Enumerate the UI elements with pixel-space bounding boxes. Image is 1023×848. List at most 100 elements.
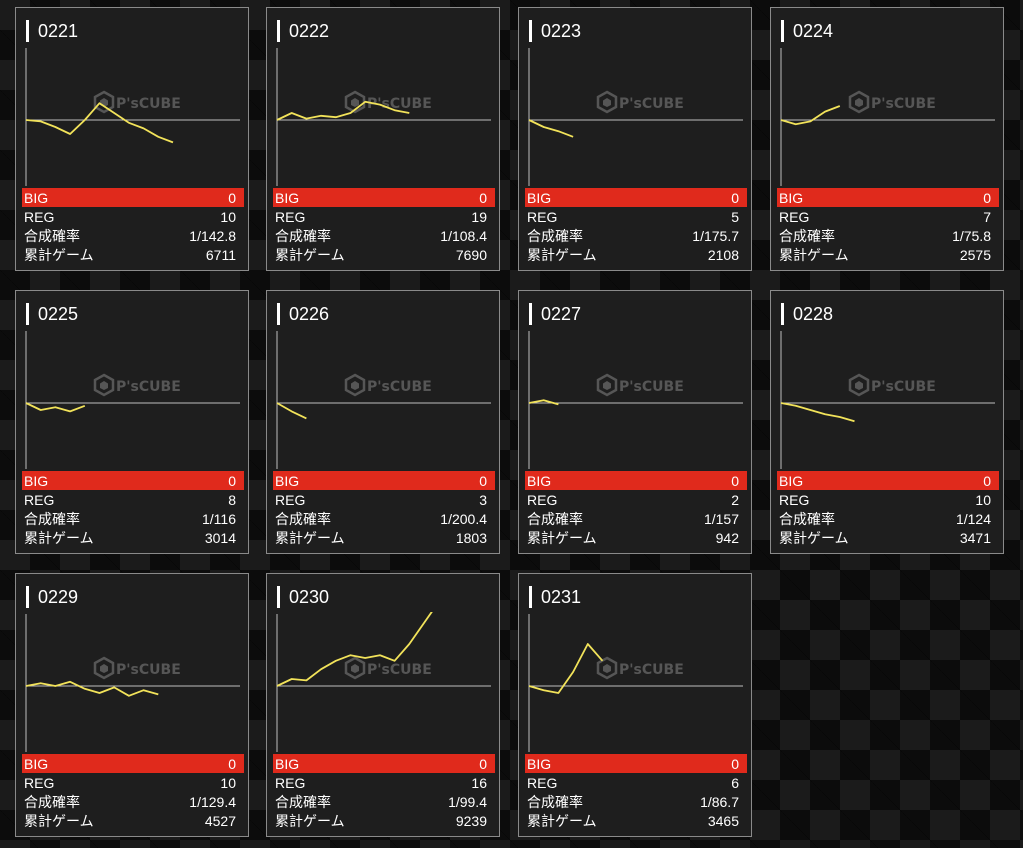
slump-graph: P'sCUBE	[528, 331, 743, 469]
reg-row: REG 10	[22, 773, 244, 792]
watermark-logo: P'sCUBE	[619, 96, 684, 112]
machine-number: 0231	[529, 586, 581, 608]
machine-card[interactable]: 0222 P'sCUBE BIG 0 REG 19 合成確率 1/108.4	[266, 7, 500, 271]
big-label: BIG	[275, 189, 300, 206]
big-count: 0	[983, 189, 991, 206]
big-label: BIG	[779, 189, 804, 206]
reg-label: REG	[527, 491, 558, 508]
machine-card[interactable]: 0221 P'sCUBE BIG 0 REG 10 合成確率 1/142.8	[15, 7, 249, 271]
big-count: 0	[228, 189, 236, 206]
stats-table: BIG 0 REG 10 合成確率 1/124 累計ゲーム 3471	[777, 471, 999, 547]
reg-row: REG 7	[777, 207, 999, 226]
big-row: BIG 0	[273, 188, 495, 207]
games-label: 累計ゲーム	[779, 246, 849, 263]
reg-count: 10	[975, 491, 991, 508]
big-count: 0	[479, 189, 487, 206]
games-row: 累計ゲーム 3471	[777, 528, 999, 547]
reg-label: REG	[527, 774, 558, 791]
watermark-logo: P'sCUBE	[619, 379, 684, 395]
slump-line	[276, 100, 410, 121]
games-label: 累計ゲーム	[779, 529, 849, 546]
watermark-logo: P'sCUBE	[367, 662, 432, 678]
games-row: 累計ゲーム 3465	[525, 811, 747, 830]
stats-table: BIG 0 REG 7 合成確率 1/75.8 累計ゲーム 2575	[777, 188, 999, 264]
big-row: BIG 0	[777, 471, 999, 490]
machine-number: 0230	[277, 586, 329, 608]
prob-label: 合成確率	[275, 793, 331, 810]
big-count: 0	[983, 472, 991, 489]
cube-icon	[93, 656, 115, 680]
games-row: 累計ゲーム 4527	[22, 811, 244, 830]
machine-number: 0226	[277, 303, 329, 325]
prob-label: 合成確率	[527, 227, 583, 244]
prob-row: 合成確率 1/200.4	[273, 509, 495, 528]
slump-graph: P'sCUBE	[276, 48, 491, 186]
slump-graph: P'sCUBE	[276, 612, 491, 752]
cube-icon	[596, 373, 618, 397]
prob-label: 合成確率	[779, 510, 835, 527]
machine-number: 0221	[26, 20, 78, 42]
machine-card[interactable]: 0223 P'sCUBE BIG 0 REG 5 合成確率 1/175.7	[518, 7, 752, 271]
machine-card[interactable]: 0224 P'sCUBE BIG 0 REG 7 合成確率 1/75.8	[770, 7, 1004, 271]
reg-row: REG 5	[525, 207, 747, 226]
stats-table: BIG 0 REG 3 合成確率 1/200.4 累計ゲーム 1803	[273, 471, 495, 547]
big-row: BIG 0	[273, 471, 495, 490]
prob-row: 合成確率 1/157	[525, 509, 747, 528]
machine-card[interactable]: 0231 P'sCUBE BIG 0 REG 6 合成確率 1/86.7	[518, 573, 752, 837]
big-label: BIG	[527, 755, 552, 772]
reg-row: REG 10	[22, 207, 244, 226]
total-games: 3465	[707, 812, 739, 829]
prob-row: 合成確率 1/142.8	[22, 226, 244, 245]
watermark-logo: P'sCUBE	[619, 662, 684, 678]
reg-label: REG	[779, 208, 810, 225]
games-row: 累計ゲーム 942	[525, 528, 747, 547]
cube-icon	[344, 656, 366, 680]
big-count: 0	[731, 189, 739, 206]
machine-card[interactable]: 0226 P'sCUBE BIG 0 REG 3 合成確率 1/200.4	[266, 290, 500, 554]
prob-row: 合成確率 1/116	[22, 509, 244, 528]
slump-line	[276, 612, 433, 687]
combined-probability: 1/157	[703, 510, 739, 527]
cube-icon	[93, 373, 115, 397]
stats-table: BIG 0 REG 6 合成確率 1/86.7 累計ゲーム 3465	[525, 754, 747, 830]
games-row: 累計ゲーム 2108	[525, 245, 747, 264]
games-label: 累計ゲーム	[275, 529, 345, 546]
big-label: BIG	[24, 472, 49, 489]
prob-label: 合成確率	[275, 227, 331, 244]
machine-card[interactable]: 0228 P'sCUBE BIG 0 REG 10 合成確率 1/124	[770, 290, 1004, 554]
big-count: 0	[228, 755, 236, 772]
watermark-logo: P'sCUBE	[871, 379, 936, 395]
machine-card[interactable]: 0227 P'sCUBE BIG 0 REG 2 合成確率 1/157	[518, 290, 752, 554]
stats-table: BIG 0 REG 16 合成確率 1/99.4 累計ゲーム 9239	[273, 754, 495, 830]
machine-card[interactable]: 0225 P'sCUBE BIG 0 REG 8 合成確率 1/116	[15, 290, 249, 554]
prob-row: 合成確率 1/86.7	[525, 792, 747, 811]
reg-count: 5	[731, 208, 739, 225]
total-games: 7690	[455, 246, 487, 263]
slump-line	[780, 402, 855, 423]
slump-line	[528, 399, 559, 406]
watermark-logo: P'sCUBE	[116, 96, 181, 112]
machine-card[interactable]: 0229 P'sCUBE BIG 0 REG 10 合成確率 1/129.4	[15, 573, 249, 837]
cube-icon	[596, 656, 618, 680]
watermark-logo: P'sCUBE	[116, 379, 181, 395]
machine-number: 0229	[26, 586, 78, 608]
big-count: 0	[479, 755, 487, 772]
games-label: 累計ゲーム	[527, 246, 597, 263]
combined-probability: 1/124	[955, 510, 991, 527]
games-row: 累計ゲーム 7690	[273, 245, 495, 264]
reg-count: 19	[471, 208, 487, 225]
combined-probability: 1/175.7	[692, 227, 739, 244]
prob-row: 合成確率 1/175.7	[525, 226, 747, 245]
games-label: 累計ゲーム	[24, 246, 94, 263]
cube-icon	[848, 90, 870, 114]
games-label: 累計ゲーム	[275, 812, 345, 829]
reg-label: REG	[24, 491, 55, 508]
combined-probability: 1/116	[202, 510, 236, 527]
watermark-logo: P'sCUBE	[116, 662, 181, 678]
stats-table: BIG 0 REG 8 合成確率 1/116 累計ゲーム 3014	[22, 471, 244, 547]
reg-row: REG 8	[22, 490, 244, 509]
games-row: 累計ゲーム 3014	[22, 528, 244, 547]
machine-card[interactable]: 0230 P'sCUBE BIG 0 REG 16 合成確率 1/99.4	[266, 573, 500, 837]
games-row: 累計ゲーム 9239	[273, 811, 495, 830]
cube-icon	[848, 373, 870, 397]
